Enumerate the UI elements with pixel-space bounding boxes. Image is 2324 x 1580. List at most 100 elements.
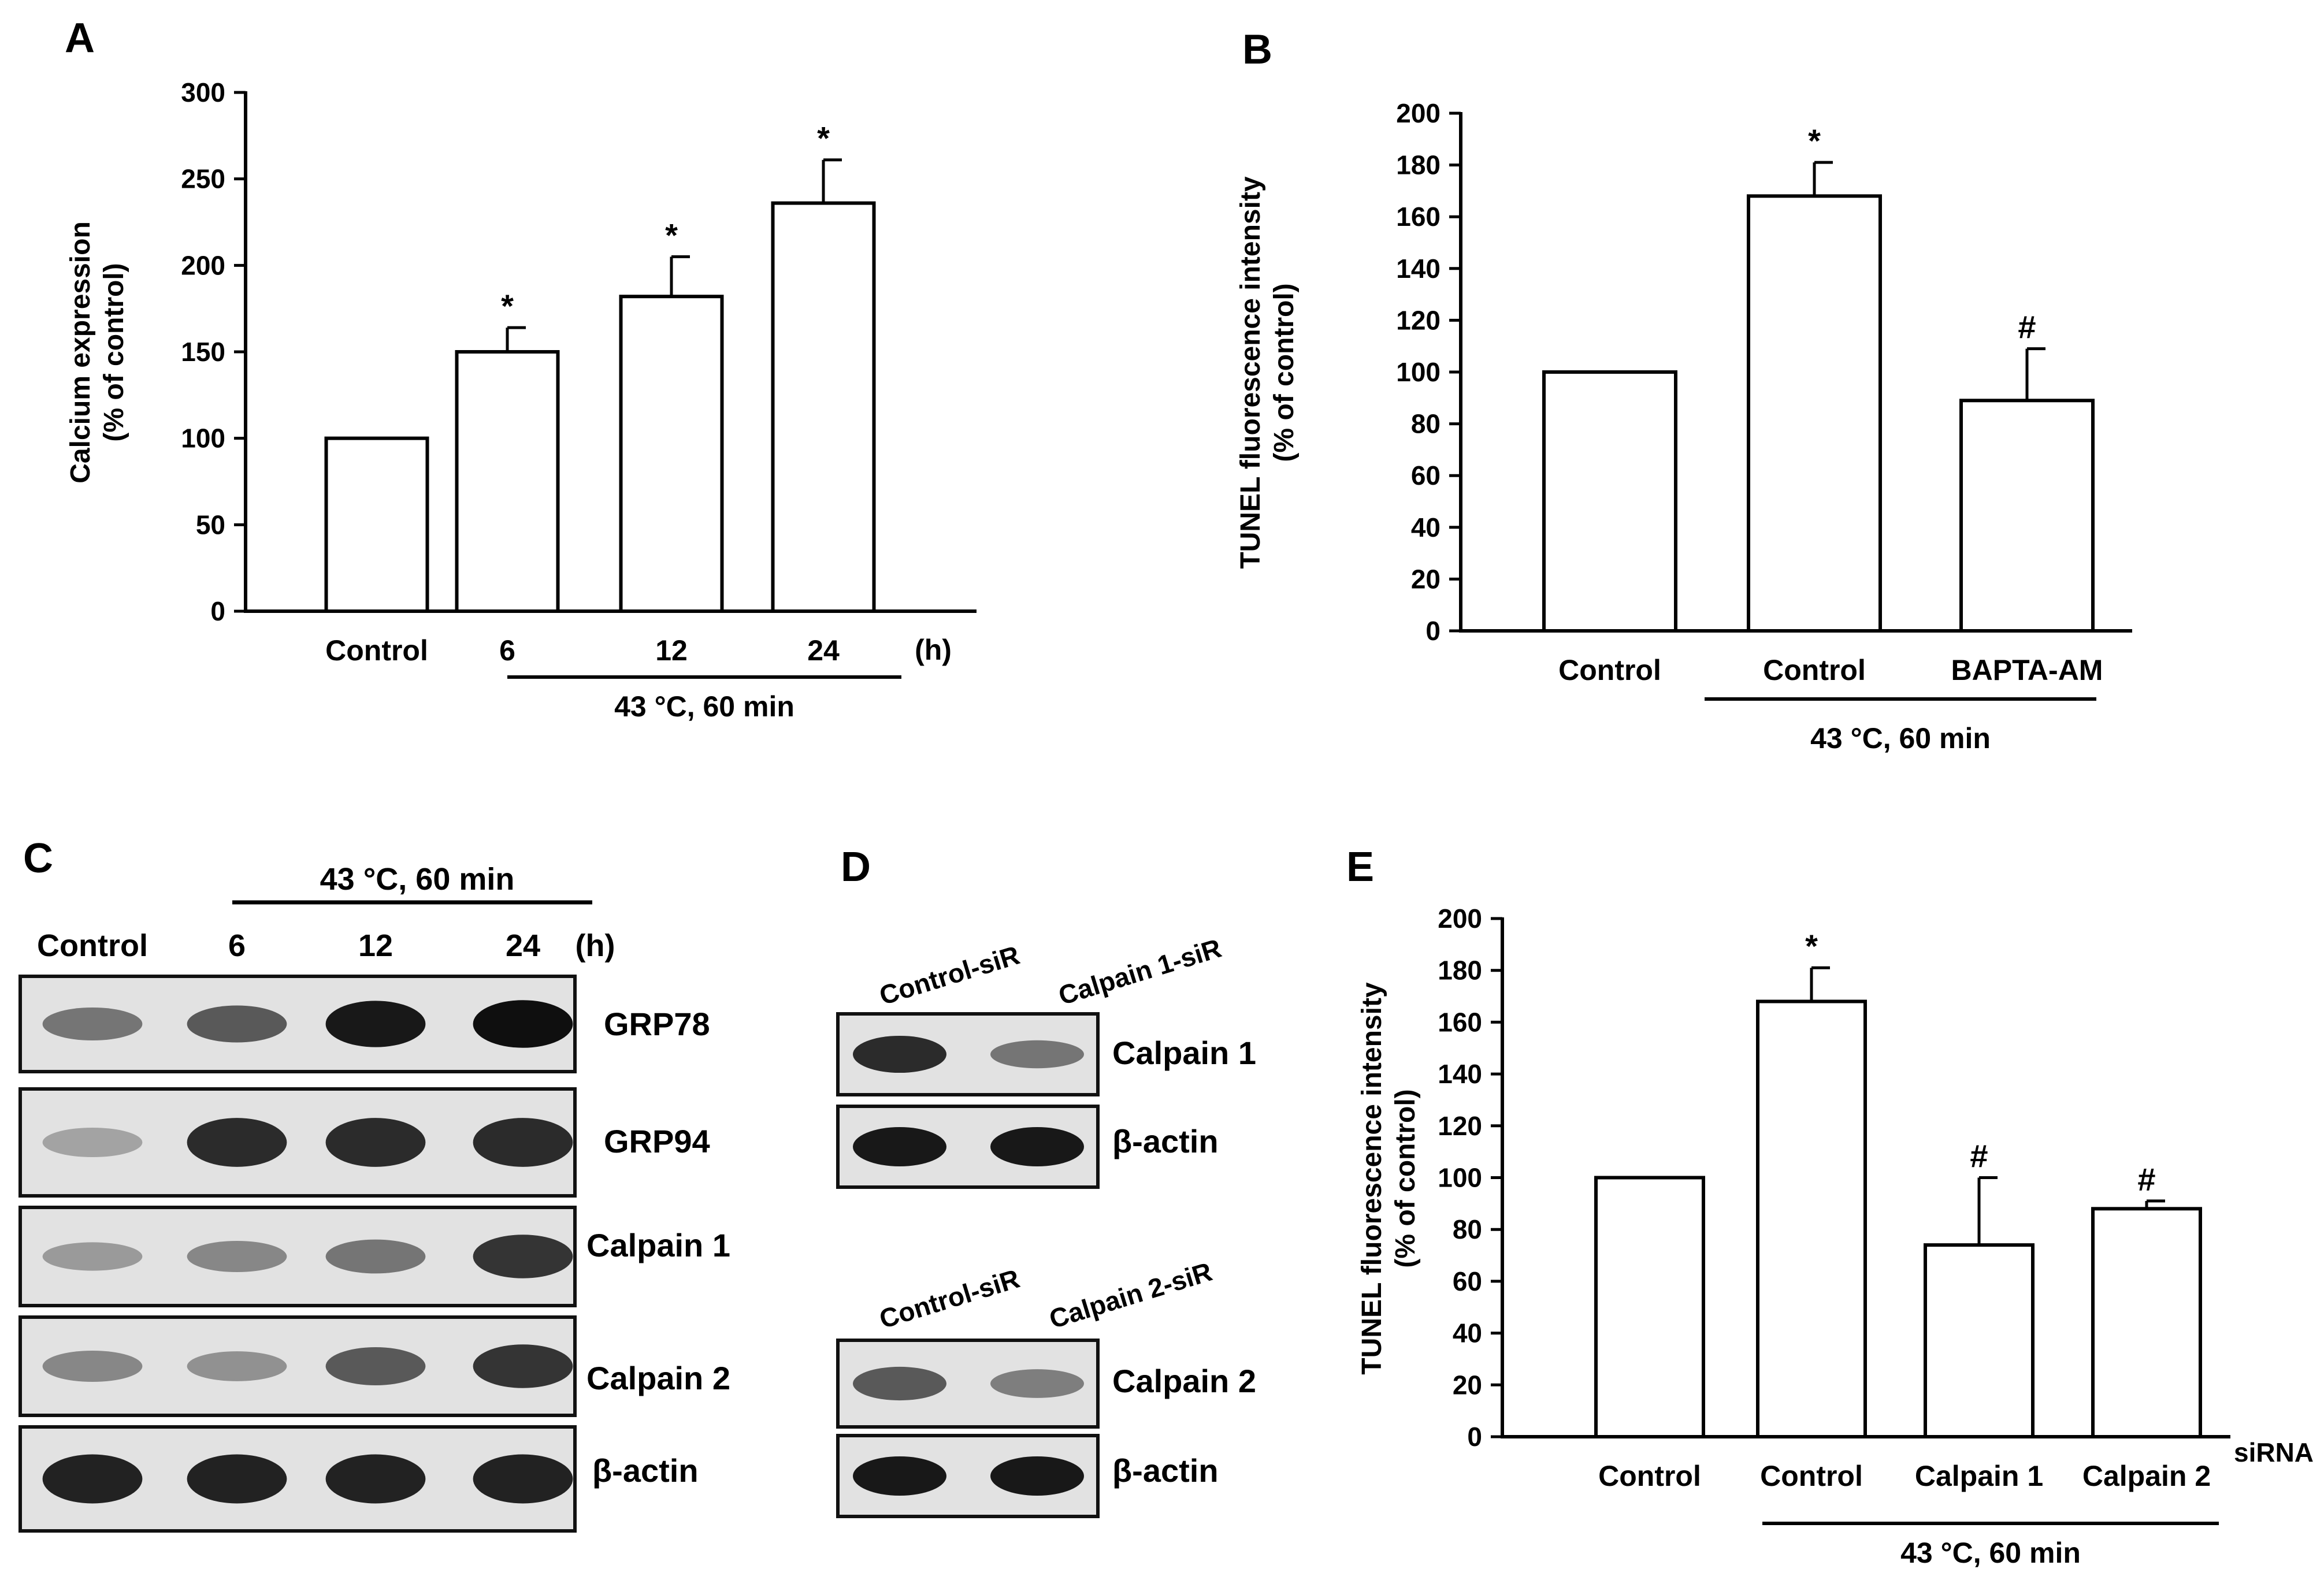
category-label: 12 bbox=[655, 634, 688, 667]
blot-band bbox=[325, 1239, 426, 1274]
blot-c-lane-label: 24 bbox=[506, 928, 540, 963]
group-label: 43 °C, 60 min bbox=[1810, 722, 1991, 754]
y-tick-label: 40 bbox=[1453, 1318, 1482, 1348]
blot-band bbox=[325, 1001, 426, 1047]
blot-c-row bbox=[18, 1315, 577, 1417]
blot-d-row-label: β-actin bbox=[1112, 1123, 1219, 1159]
blot-band bbox=[990, 1456, 1084, 1496]
panel-label-d: D bbox=[841, 844, 871, 890]
blot-c-lane-label: Control bbox=[37, 928, 148, 963]
y-tick-label: 150 bbox=[181, 337, 225, 367]
x-unit-label: siRNA bbox=[2234, 1437, 2314, 1467]
y-tick-label: 50 bbox=[196, 510, 225, 540]
blot-d-bottom-row bbox=[836, 1434, 1100, 1518]
y-tick-label: 60 bbox=[1453, 1266, 1482, 1296]
category-label: Calpain 2 bbox=[2082, 1460, 2211, 1492]
blot-band bbox=[42, 1127, 143, 1158]
blot-c-row bbox=[18, 1206, 577, 1307]
y-tick-label: 200 bbox=[1396, 98, 1441, 128]
blot-band bbox=[187, 1118, 287, 1167]
blot-band bbox=[473, 1454, 573, 1504]
y-tick-label: 300 bbox=[181, 77, 225, 107]
panel-label-c: C bbox=[23, 835, 53, 882]
y-tick-label: 120 bbox=[1438, 1111, 1482, 1141]
bar bbox=[2091, 1207, 2202, 1439]
blot-band bbox=[325, 1347, 426, 1385]
blot-band bbox=[473, 1235, 573, 1278]
y-tick-label: 140 bbox=[1396, 254, 1441, 284]
bar bbox=[1594, 1176, 1705, 1438]
blot-band bbox=[187, 1240, 287, 1273]
blot-band bbox=[187, 1351, 287, 1381]
significance-marker: # bbox=[1970, 1138, 1988, 1174]
bar bbox=[1924, 1243, 2035, 1439]
blot-c-row-label: GRP78 bbox=[604, 1006, 710, 1042]
y-tick-label: 100 bbox=[181, 423, 225, 453]
blot-band bbox=[990, 1369, 1084, 1398]
blot-band bbox=[853, 1035, 946, 1073]
bar bbox=[1756, 999, 1867, 1438]
panel-label-a: A bbox=[65, 15, 95, 61]
blot-c-lane-label: 6 bbox=[228, 928, 246, 963]
blot-band bbox=[853, 1456, 946, 1496]
blot-band bbox=[325, 1454, 426, 1504]
significance-marker: * bbox=[1808, 122, 1821, 159]
western-blot-d: Control-siR Calpain 1-siR Control-siR Ca… bbox=[836, 933, 1256, 1518]
chart-b: 0 20 40 60 80 100 120 140 160 180 200 TUNEL fluores… bbox=[1235, 98, 2132, 754]
panel-label-e: E bbox=[1346, 844, 1374, 890]
blot-c-row-label: GRP94 bbox=[604, 1123, 710, 1159]
blot-c-row bbox=[18, 975, 577, 1073]
significance-marker: * bbox=[501, 288, 514, 324]
bar bbox=[1959, 399, 2095, 633]
blot-d-lane-label: Control-siR bbox=[876, 940, 1023, 1011]
panel-label-b: B bbox=[1242, 27, 1272, 73]
blot-band bbox=[42, 1242, 143, 1271]
bar bbox=[771, 201, 876, 614]
blot-band bbox=[473, 1344, 573, 1388]
y-tick-label: 0 bbox=[1425, 616, 1441, 646]
blot-band bbox=[853, 1366, 946, 1401]
category-label: BAPTA-AM bbox=[1951, 654, 2103, 686]
blot-band bbox=[990, 1040, 1084, 1069]
significance-marker: * bbox=[817, 120, 830, 157]
y-tick-label: 180 bbox=[1396, 150, 1441, 180]
blot-c-row-label: β-actin bbox=[592, 1452, 699, 1489]
blot-band bbox=[42, 1350, 143, 1382]
blot-d-row-label: β-actin bbox=[1112, 1452, 1219, 1489]
category-label: 6 bbox=[499, 634, 515, 667]
blot-d-lane-label: Control-siR bbox=[876, 1263, 1023, 1334]
blot-band bbox=[42, 1454, 143, 1504]
category-label: Control bbox=[1558, 654, 1661, 686]
y-tick-label: 200 bbox=[181, 250, 225, 280]
category-label: Control bbox=[1598, 1460, 1701, 1492]
chart-e: 0 20 40 60 80 100 120 140 160 180 200 TUNEL fluores… bbox=[1357, 904, 2314, 1569]
blot-band bbox=[325, 1118, 426, 1167]
bar bbox=[455, 350, 560, 613]
category-label: Control bbox=[1763, 654, 1866, 686]
y-tick-label: 20 bbox=[1411, 564, 1441, 594]
blot-d-top-row bbox=[836, 1012, 1100, 1096]
category-label: Control bbox=[1760, 1460, 1863, 1492]
blot-band bbox=[853, 1127, 946, 1167]
y-tick-label: 60 bbox=[1411, 460, 1441, 490]
category-label: 24 bbox=[807, 634, 840, 667]
y-tick-label: 20 bbox=[1453, 1370, 1482, 1400]
y-axis-label: Calcium expression (% of control) bbox=[65, 221, 129, 484]
bar bbox=[619, 295, 724, 613]
blot-band bbox=[187, 1005, 287, 1043]
blot-c-row bbox=[18, 1425, 577, 1533]
bar bbox=[324, 436, 429, 614]
group-label: 43 °C, 60 min bbox=[614, 690, 795, 723]
y-tick-label: 100 bbox=[1396, 357, 1441, 387]
blot-c-header: 43 °C, 60 min bbox=[320, 862, 515, 897]
blot-d-lane-label: Calpain 2-siR bbox=[1046, 1256, 1216, 1334]
blot-c-row bbox=[18, 1087, 577, 1198]
group-label: 43 °C, 60 min bbox=[1900, 1537, 2081, 1569]
blot-band bbox=[990, 1127, 1084, 1167]
category-label: Calpain 1 bbox=[1915, 1460, 2043, 1492]
x-unit-label: (h) bbox=[915, 634, 952, 666]
blot-c-lane-label: 12 bbox=[358, 928, 393, 963]
y-tick-label: 200 bbox=[1438, 904, 1482, 934]
y-tick-label: 160 bbox=[1438, 1007, 1482, 1037]
